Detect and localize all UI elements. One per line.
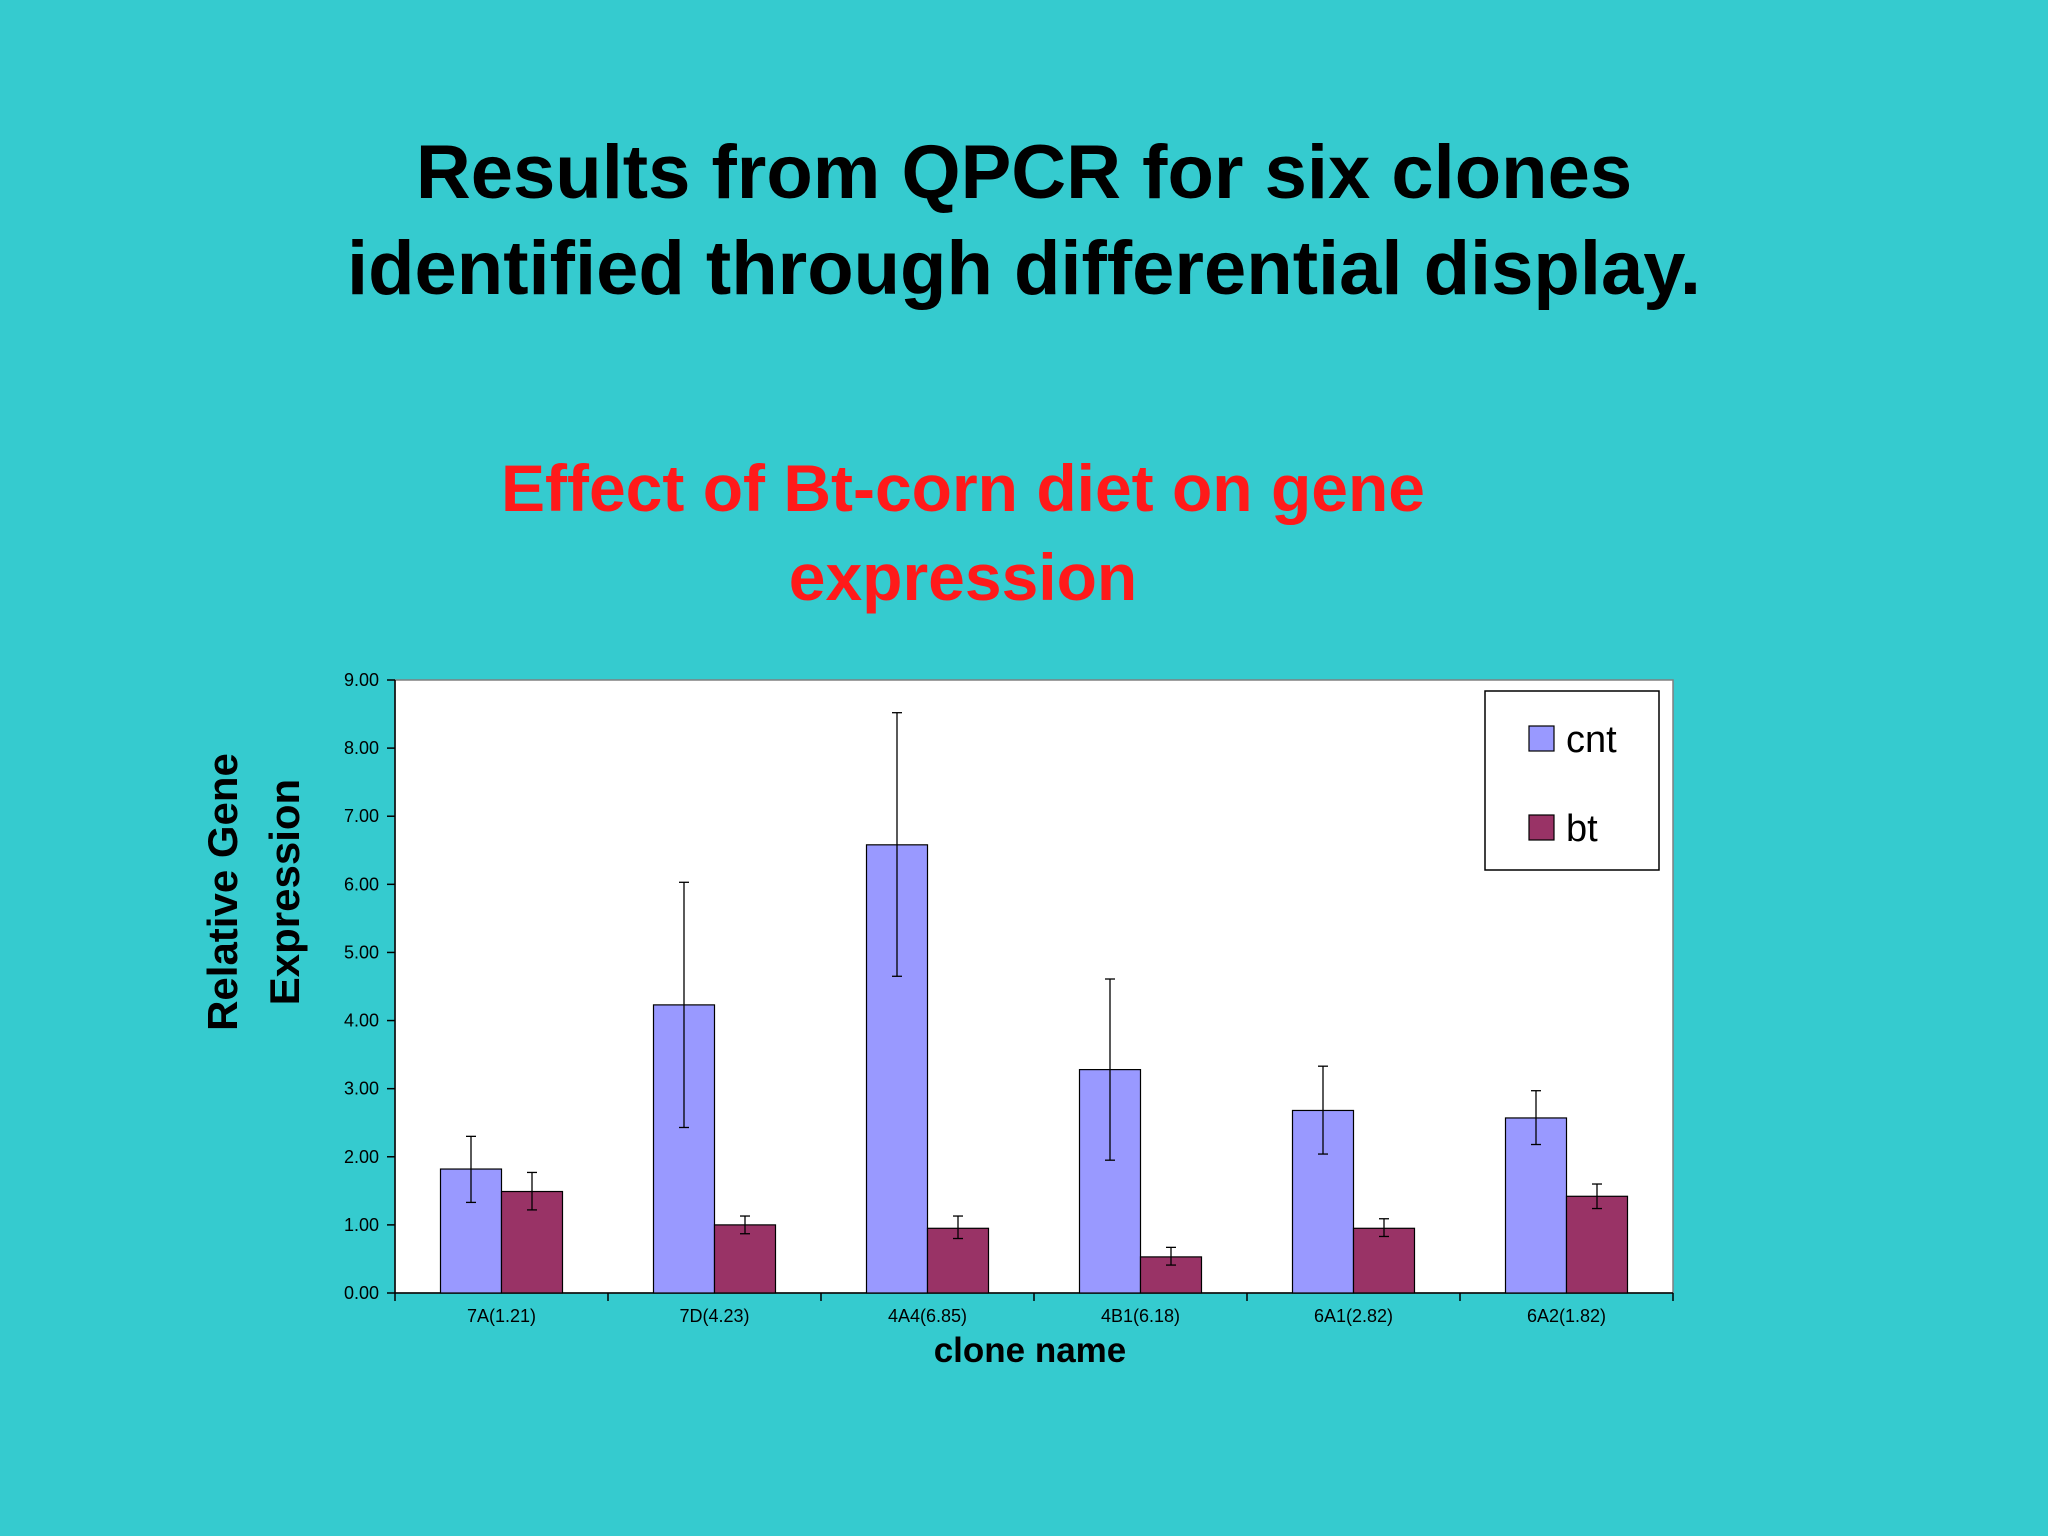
bar-cnt [1504, 1117, 1568, 1294]
slide-title-line-2: identified through differential display. [347, 226, 1701, 311]
x-axis: 7A(1.21) 7D(4.23) 4A4(6.85) 4B1(6.18) 6A1(2.… [394, 1292, 1674, 1326]
legend-swatch-bt [1528, 814, 1555, 841]
x-tick-label: 7A(1.21) [467, 1306, 536, 1326]
x-tick-label: 6A2(1.82) [1527, 1306, 1606, 1326]
slide-title-line-1: Results from QPCR for six clones [415, 130, 1633, 215]
y-tick-label: 8.00 [344, 738, 379, 758]
y-tick-label: 4.00 [344, 1011, 379, 1031]
y-axis-title-line-1: Relative Gene [199, 753, 246, 1031]
chart-title: Effect of Bt-corn diet on gene expressio… [0, 444, 1926, 622]
x-tick-label: 6A1(2.82) [1314, 1306, 1393, 1326]
y-axis-title: Relative Gene Expression [199, 753, 308, 1031]
legend: cnt bt [1484, 690, 1660, 871]
error-bars [466, 712, 1602, 1266]
legend-label-cnt: cnt [1566, 719, 1617, 761]
y-tick-label: 6.00 [344, 874, 379, 894]
bar-bt [1565, 1195, 1629, 1294]
x-tick-label: 7D(4.23) [679, 1306, 749, 1326]
slide-title: Results from QPCR for six clones identif… [0, 125, 2048, 317]
y-tick-label: 1.00 [344, 1215, 379, 1235]
legend-box [1484, 690, 1660, 871]
y-axis: 0.00 1.00 2.00 3.00 4.00 5.00 6.00 7.00 8.00 9.00 [344, 670, 396, 1303]
y-tick-label: 5.00 [344, 942, 379, 962]
legend-swatch-cnt [1528, 725, 1555, 752]
x-axis-title: clone name [934, 1331, 1127, 1370]
chart-title-line-2: expression [788, 540, 1138, 614]
bar-bt [1352, 1227, 1416, 1294]
y-tick-label: 3.00 [344, 1079, 379, 1099]
plot-area [394, 679, 1674, 1294]
y-tick-label: 0.00 [344, 1283, 379, 1303]
legend-label-bt: bt [1566, 808, 1598, 850]
bar-bt [713, 1224, 777, 1294]
chart-title-line-1: Effect of Bt-corn diet on gene [501, 451, 1425, 525]
y-tick-label: 7.00 [344, 806, 379, 826]
y-tick-label: 2.00 [344, 1147, 379, 1167]
x-tick-label: 4A4(6.85) [888, 1306, 967, 1326]
y-tick-label: 9.00 [344, 670, 379, 690]
x-tick-label: 4B1(6.18) [1101, 1306, 1180, 1326]
y-axis-title-line-2: Expression [261, 779, 308, 1005]
